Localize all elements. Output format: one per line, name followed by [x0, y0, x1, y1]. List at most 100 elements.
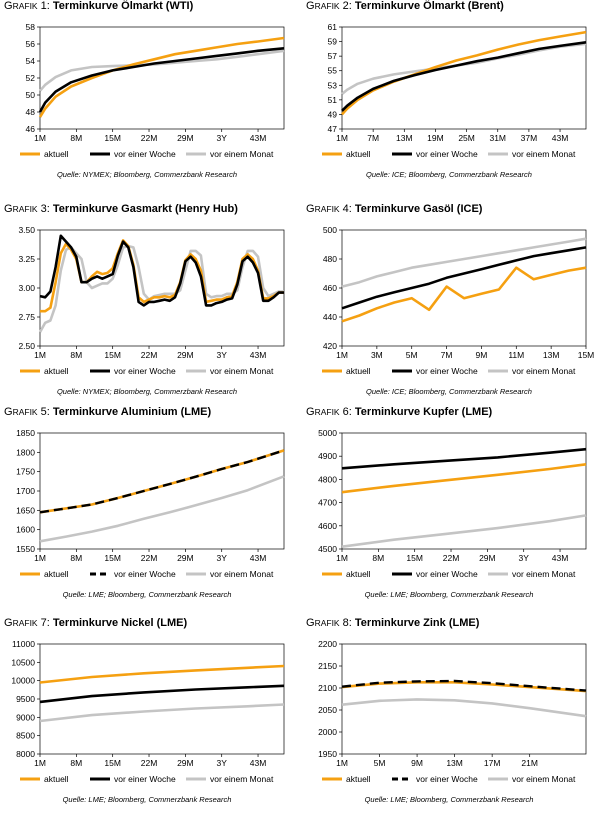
chart-title-text: Terminkurve Zink (LME): [354, 617, 480, 629]
y-tick-label: 51: [328, 95, 338, 105]
x-tick-label: 8M: [70, 350, 82, 360]
chart-title: GRAFIK 8: Terminkurve Zink (LME): [306, 617, 480, 629]
y-tick-label: 2100: [318, 683, 337, 693]
legend-label-woche: vor einer Woche: [114, 569, 176, 579]
y-tick-label: 49: [328, 109, 338, 119]
legend-label-woche: vor einer Woche: [114, 149, 176, 159]
x-tick-label: 22M: [141, 350, 158, 360]
y-tick-label: 3.50: [18, 225, 35, 235]
y-tick-label: 61: [328, 22, 338, 32]
series-line-aktuell: [39, 664, 285, 684]
chart-panel-3: GRAFIK 3: Terminkurve Gasmarkt (Henry Hu…: [0, 203, 294, 403]
y-tick-label: 1550: [16, 544, 35, 554]
x-tick-label: 7M: [441, 350, 453, 360]
legend-label-aktuell: aktuell: [346, 366, 371, 376]
x-tick-label: 1M: [336, 553, 348, 563]
chart-title: GRAFIK 6: Terminkurve Kupfer (LME): [306, 406, 493, 418]
series-line-monat: [39, 703, 285, 723]
x-tick-label: 29M: [479, 553, 496, 563]
y-tick-label: 9500: [16, 694, 35, 704]
x-tick-label: 9M: [411, 758, 423, 768]
plot-frame: [341, 26, 587, 130]
x-tick-label: 3Y: [216, 553, 227, 563]
y-tick-label: 47: [328, 124, 338, 134]
x-tick-label: 15M: [578, 350, 595, 360]
legend-label-monat: vor einem Monat: [512, 149, 576, 159]
chart-source: Quelle: LME; Bloomberg, Commerzbank Rese…: [62, 795, 232, 804]
series-line-woche: [38, 47, 285, 113]
series-line-woche: [341, 246, 587, 310]
x-tick-label: 15M: [406, 553, 423, 563]
y-tick-label: 2000: [318, 727, 337, 737]
x-tick-label: 43M: [552, 133, 569, 143]
legend-label-monat: vor einem Monat: [512, 569, 576, 579]
y-tick-label: 50: [26, 90, 36, 100]
chart-title-text: Terminkurve Nickel (LME): [52, 617, 188, 629]
legend-label-monat: vor einem Monat: [210, 366, 274, 376]
x-tick-label: 29M: [177, 350, 194, 360]
x-tick-label: 43M: [250, 553, 267, 563]
series-line-woche: [39, 234, 284, 307]
plot-frame: [341, 229, 587, 347]
y-tick-label: 48: [26, 107, 36, 117]
x-tick-label: 43M: [250, 758, 267, 768]
y-tick-label: 55: [328, 66, 338, 76]
chart-panel-5: GRAFIK 5: Terminkurve Aluminium (LME) 155…: [0, 406, 294, 606]
x-tick-label: 22M: [141, 133, 158, 143]
legend-label-aktuell: aktuell: [346, 569, 371, 579]
y-tick-label: 2.75: [18, 312, 35, 322]
series-line-monat: [341, 514, 587, 548]
y-tick-label: 460: [323, 283, 337, 293]
x-tick-label: 13M: [446, 758, 463, 768]
x-tick-label: 13M: [543, 350, 560, 360]
y-tick-label: 2200: [318, 639, 337, 649]
y-tick-label: 4700: [318, 498, 337, 508]
legend-label-woche: vor einer Woche: [416, 774, 478, 784]
x-tick-label: 13M: [396, 133, 413, 143]
chart-source: Quelle: NYMEX; Bloomberg, Commerzbank Re…: [56, 387, 238, 396]
x-tick-label: 29M: [177, 758, 194, 768]
series-line-aktuell: [341, 30, 587, 116]
chart-source: Quelle: LME; Bloomberg, Commerzbank Rese…: [62, 590, 232, 599]
chart-source: Quelle: NYMEX; Bloomberg, Commerzbank Re…: [56, 170, 238, 179]
x-tick-label: 3Y: [216, 350, 227, 360]
chart-source: Quelle: ICE; Bloomberg, Commerzbank Rese…: [366, 170, 532, 179]
legend-label-woche: vor einer Woche: [114, 366, 176, 376]
chart-panel-8: GRAFIK 8: Terminkurve Zink (LME) 1950 2000…: [302, 617, 596, 817]
x-tick-label: 15M: [104, 553, 121, 563]
legend-label-woche: vor einer Woche: [416, 149, 478, 159]
chart-panel-1: GRAFIK 1: Terminkurve Ölmarkt (WTI) 46 48 5…: [0, 0, 294, 200]
y-tick-label: 4500: [318, 544, 337, 554]
series-line-aktuell: [341, 463, 587, 494]
legend-label-aktuell: aktuell: [44, 774, 69, 784]
y-tick-label: 1800: [16, 447, 35, 457]
y-tick-label: 1950: [318, 749, 337, 759]
y-tick-label: 9000: [16, 712, 35, 722]
series-line-woche: [341, 41, 587, 112]
x-tick-label: 22M: [141, 758, 158, 768]
chart-svg: 47 49 51 53 55 57 59 61 1M 7M 13M 19M 25M 31M 37M 43M ak…: [322, 22, 587, 159]
y-tick-label: 52: [26, 73, 36, 83]
plot-frame: [341, 643, 587, 755]
series-line-monat: [341, 237, 587, 288]
y-tick-label: 56: [26, 39, 36, 49]
x-tick-label: 29M: [177, 133, 194, 143]
y-tick-label: 46: [26, 124, 36, 134]
series-line-woche: [341, 679, 587, 692]
x-tick-label: 21M: [521, 758, 538, 768]
x-tick-label: 5M: [406, 350, 418, 360]
chart-source: Quelle: LME; Bloomberg, Commerzbank Rese…: [364, 590, 534, 599]
y-tick-label: 53: [328, 80, 338, 90]
x-tick-label: 19M: [427, 133, 444, 143]
y-tick-label: 480: [323, 254, 337, 264]
x-tick-label: 43M: [250, 133, 267, 143]
x-tick-label: 8M: [70, 133, 82, 143]
chart-title: GRAFIK 3: Terminkurve Gasmarkt (Henry Hu…: [4, 203, 238, 215]
x-tick-label: 1M: [34, 350, 46, 360]
x-tick-label: 15M: [104, 133, 121, 143]
y-tick-label: 1650: [16, 505, 35, 515]
chart-title: GRAFIK 5: Terminkurve Aluminium (LME): [4, 406, 212, 418]
x-tick-label: 43M: [250, 350, 267, 360]
y-tick-label: 2150: [318, 661, 337, 671]
y-tick-label: 54: [26, 56, 36, 66]
